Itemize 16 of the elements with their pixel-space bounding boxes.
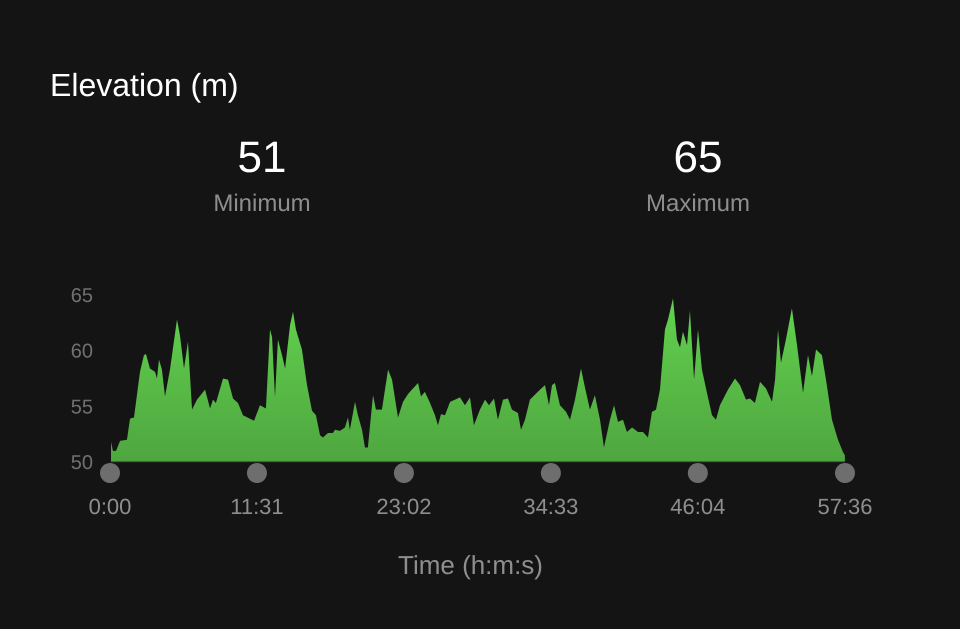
text: Maximum [646,190,750,217]
y-tick-label: 55 [70,396,93,418]
x-tick-label: 34:33 [523,494,578,519]
text: Minimum [213,190,311,217]
x-tick-label: 57:36 [817,494,873,519]
x-axis-title: Time (h:m:s) [398,550,543,580]
text: 51 [238,133,286,182]
y-tick-label: 60 [70,340,93,363]
x-tick-label: 11:31 [230,494,284,519]
text: 65 [674,133,722,182]
x-tick-label: 0:00 [88,494,132,519]
chart-title: Elevation (m) [50,67,238,103]
y-tick-label: 65 [70,285,93,307]
x-tick-label: 46:04 [670,494,726,519]
x-tick-label: 23:02 [376,494,432,519]
y-tick-label: 50 [70,452,93,474]
